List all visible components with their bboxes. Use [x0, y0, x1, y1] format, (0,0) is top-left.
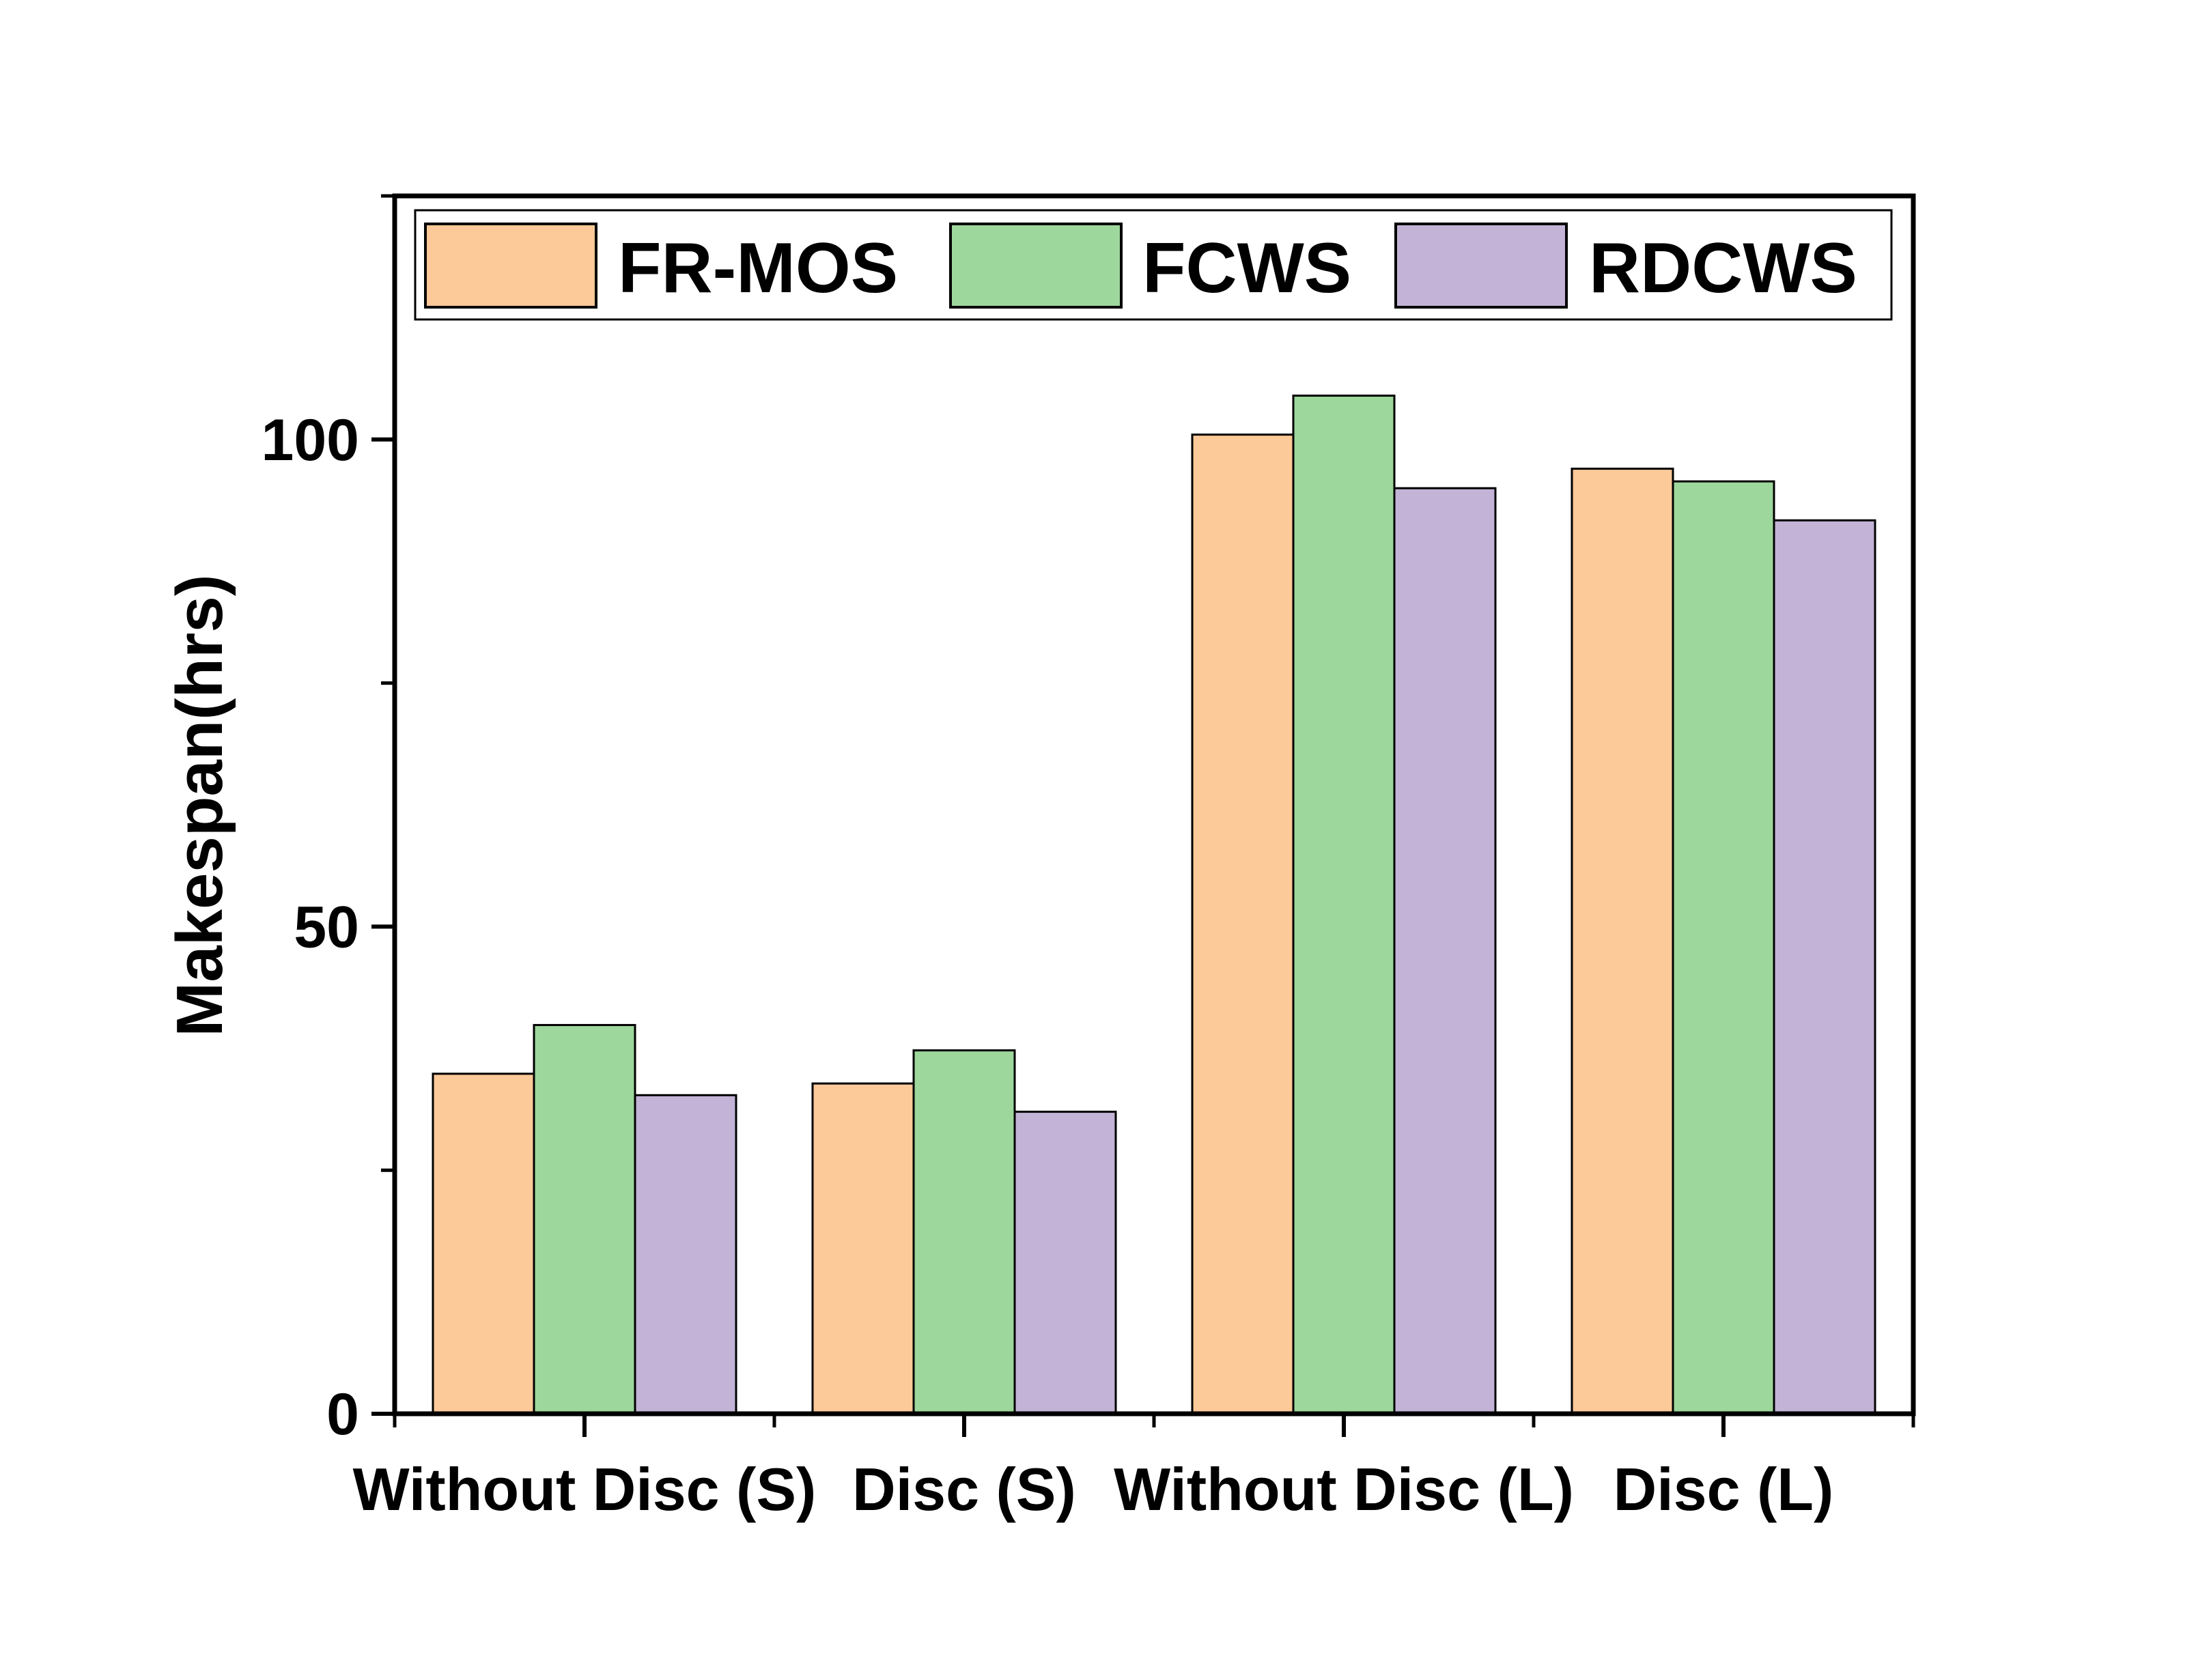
x-tick-label-1: Without Disc (S): [353, 1455, 817, 1523]
y-tick-label-100: 100: [262, 408, 360, 473]
legend-swatch-fcws: [949, 223, 1123, 309]
legend-swatch-fr-mos: [424, 223, 597, 309]
bar-fr-mos-4: [1571, 468, 1674, 1415]
legend[interactable]: FR-MOS FCWS RDCWS: [414, 209, 1893, 321]
x-tick-label-3: Without Disc (L): [1114, 1455, 1574, 1523]
legend-label-rdcws: RDCWS: [1589, 229, 1857, 308]
bar-rdcws-3: [1393, 487, 1497, 1415]
legend-box: [414, 209, 1893, 321]
y-tick-label-0: 0: [326, 1382, 359, 1447]
legend-label-fcws: FCWS: [1142, 229, 1351, 308]
bar-rdcws-2: [1013, 1111, 1117, 1415]
x-tick-label-2: Disc (S): [852, 1455, 1076, 1523]
legend-swatch-rdcws: [1394, 223, 1568, 309]
legend-label-fr-mos: FR-MOS: [618, 229, 898, 308]
bar-rdcws-4: [1773, 519, 1876, 1415]
bar-fcws-3: [1292, 395, 1396, 1415]
axes-group: Without Disc (S) Disc (S) Without Disc (L)…: [262, 194, 1915, 1523]
y-axis-title: Makespan(hrs): [163, 574, 236, 1037]
x-tick-label-4: Disc (L): [1614, 1455, 1834, 1523]
bar-fr-mos-2: [811, 1082, 915, 1415]
bar-fcws-4: [1672, 480, 1775, 1415]
bars-group: [432, 395, 1876, 1415]
bar-rdcws-1: [634, 1094, 737, 1415]
bar-fr-mos-1: [432, 1072, 535, 1415]
y-tick-label-50: 50: [294, 894, 359, 960]
bar-fr-mos-3: [1191, 433, 1295, 1415]
bar-fcws-2: [912, 1049, 1016, 1415]
bar-fcws-1: [533, 1024, 636, 1415]
